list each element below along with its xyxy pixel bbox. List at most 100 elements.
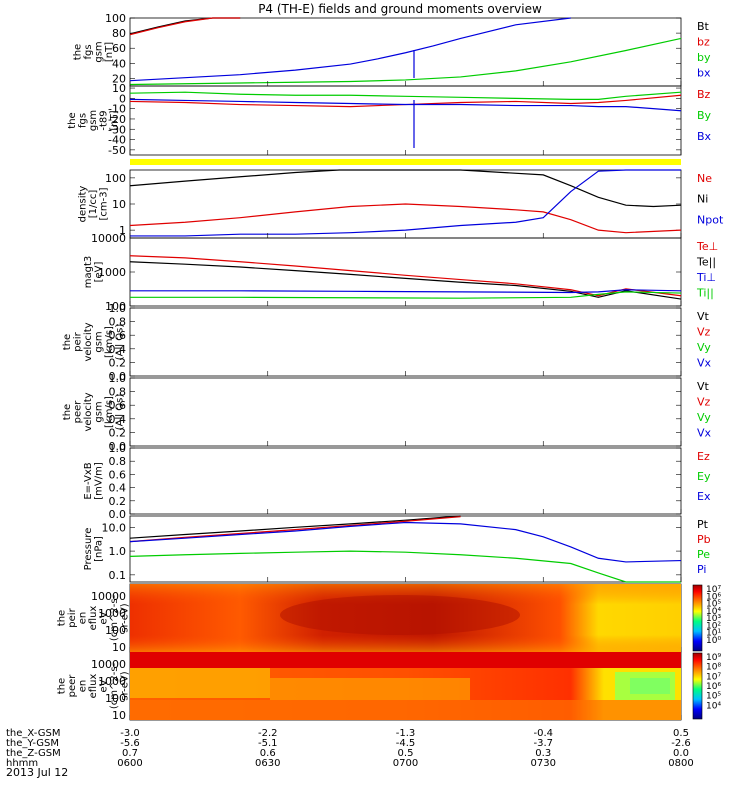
ylabel-line: gsm	[93, 331, 104, 352]
legend-entry: Vx	[697, 427, 712, 440]
axis-value: 0.5	[398, 748, 414, 759]
axis-row-label: the_Y-GSM	[6, 738, 59, 749]
axis-value: 0800	[668, 758, 693, 769]
ylabel-line: sr-eV)	[120, 671, 131, 700]
ylabel-line: [1/cc]	[88, 190, 99, 219]
axis-value: 0.5	[673, 728, 689, 739]
axis-value: -2.2	[258, 728, 278, 739]
ylabel-line: (All Qs)	[114, 394, 125, 431]
ylabel-line: [eV]	[93, 262, 104, 283]
colorbar-ion	[692, 584, 703, 652]
legend-entry: Bt	[697, 20, 710, 33]
ytick-label: 0.0	[109, 370, 127, 383]
ytick-label: 0.2	[109, 426, 127, 439]
colorbar-tick-label: 10⁸	[706, 663, 721, 673]
ytick-label: -10	[108, 103, 126, 116]
ytick-label: 0.4	[109, 482, 127, 495]
colorbar-ticks: 10⁷10⁶10⁵10⁴10³10²10¹10⁰10⁹10⁸10⁷10⁶10⁵1…	[706, 585, 721, 711]
ytick-label: 0.0	[109, 440, 127, 453]
colorbar-tick-label: 10⁰	[706, 636, 721, 646]
ytick-label: 1.0	[109, 372, 127, 385]
ytick-label: 0.4	[109, 413, 127, 426]
ylabel-line: (cm^2-s-	[109, 662, 120, 709]
axis-value: 0.3	[535, 748, 551, 759]
ytick-label: 10.0	[102, 521, 127, 534]
series-line	[129, 169, 682, 208]
ylabel-line: gsm	[93, 41, 104, 62]
ytick-label: 100	[105, 624, 126, 637]
series-line	[129, 203, 682, 234]
axis-value: -5.6	[120, 738, 140, 749]
series-line	[129, 515, 461, 539]
ytick-label: 0.0	[109, 508, 127, 521]
ytick-label: 0.6	[109, 399, 127, 412]
legend-entry: by	[697, 51, 711, 64]
series-line	[129, 261, 682, 300]
legend-entry: Vy	[697, 341, 711, 354]
legend-entry: Te⊥	[696, 240, 718, 253]
legend-entry: Ti⊥	[696, 271, 716, 284]
legend-entry: Ti||	[696, 287, 714, 300]
colorbar-tick-label: 10⁹	[706, 653, 721, 663]
ylabel-line: eV	[99, 679, 110, 692]
axis-value: 0630	[255, 758, 280, 769]
axis-value: 0.0	[673, 748, 689, 759]
ytick-label: 60	[112, 42, 126, 55]
legend-entry: Pe	[697, 548, 710, 561]
plot-title: P4 (TH-E) fields and ground moments over…	[258, 2, 542, 16]
ylabel-line: sr-eV)	[120, 603, 131, 632]
colorbar-tick-label: 10⁷	[706, 585, 721, 595]
ylabel-line: the	[67, 112, 78, 128]
ytick-label: 1000	[98, 607, 126, 620]
ytick-label: 0.2	[109, 356, 127, 369]
ytick-label: 10	[112, 641, 126, 654]
ytick-label: 1	[119, 224, 126, 237]
legend-entry: Pt	[697, 518, 709, 531]
legend-entry: Te||	[696, 256, 716, 269]
ytick-label: 10000	[91, 590, 126, 603]
ytick-label: 0.8	[109, 316, 127, 329]
series-line	[129, 255, 682, 297]
legend-entry: Ez	[697, 450, 710, 463]
axis-value: 0.6	[260, 748, 276, 759]
ytick-label: 0.6	[109, 329, 127, 342]
axis-value: 0.7	[122, 748, 138, 759]
ytick-label: 100	[105, 12, 126, 25]
series-line	[129, 521, 682, 563]
ytick-label: 10000	[91, 658, 126, 671]
panel-frame	[129, 515, 682, 583]
colorbar-tick-label: 10⁶	[706, 592, 721, 602]
ytick-label: 20	[112, 72, 126, 85]
ylabel-line: gsm	[88, 110, 99, 131]
electron-spectrogram	[130, 652, 681, 720]
legend-entry: Vt	[697, 310, 710, 323]
ylabel-line: density	[78, 186, 89, 223]
legend-entry: Vx	[697, 357, 712, 370]
ytick-label: -30	[108, 123, 126, 136]
axis-value: 0600	[117, 758, 142, 769]
colorbar-tick-label: 10¹	[706, 629, 721, 639]
ytick-label: 1.0	[109, 545, 127, 558]
axis-value: -3.0	[120, 728, 140, 739]
ylabel-line: [nT]	[109, 110, 120, 130]
ylabel-line: Pressure	[83, 528, 94, 571]
ytick-label: 100	[105, 692, 126, 705]
legend-entry: By	[697, 109, 712, 122]
legend-entry: Vt	[697, 380, 710, 393]
colorbar-tick-label: 10²	[706, 621, 721, 631]
legend-entry: Ni	[697, 193, 708, 206]
ylabel-line: peir	[67, 607, 78, 627]
panel-frame	[129, 377, 682, 447]
axis-value: 0730	[531, 758, 556, 769]
ylabel-line: peer	[67, 674, 78, 698]
ytick-label: 1000	[98, 266, 126, 279]
legend-entry: Pb	[697, 533, 711, 546]
axis-value: -2.6	[671, 738, 691, 749]
ylabel-line: en	[78, 680, 89, 693]
ytick-label: 0.6	[109, 468, 127, 481]
ytick-label: 0.4	[109, 343, 127, 356]
series-line	[129, 17, 241, 35]
panel-frame	[129, 447, 682, 515]
ylabel-line: velocity	[83, 392, 94, 431]
